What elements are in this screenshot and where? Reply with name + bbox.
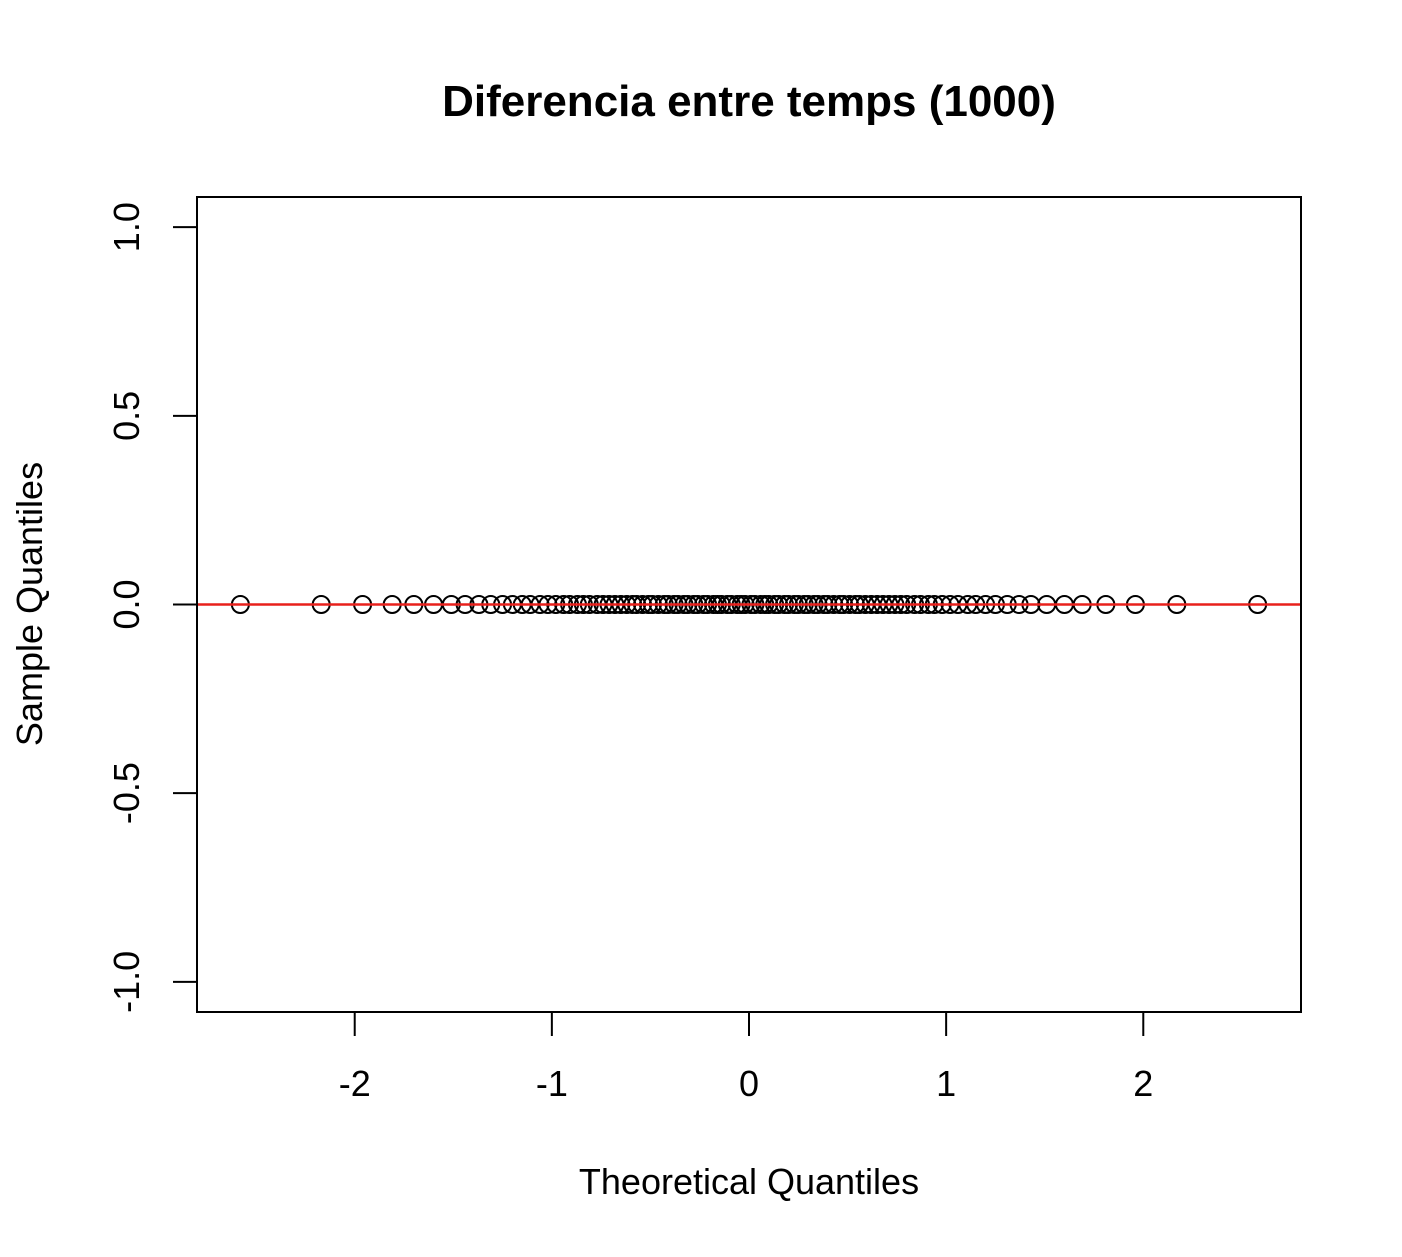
- y-tick-label: 0.0: [106, 579, 147, 629]
- y-axis: -1.0 -0.5 0.0 0.5 1.0: [106, 202, 198, 1013]
- y-axis-label: Sample Quantiles: [9, 462, 50, 746]
- chart-title: Diferencia entre temps (1000): [442, 77, 1056, 126]
- x-tick-label: 0: [739, 1063, 759, 1104]
- y-tick-label: -0.5: [106, 762, 147, 824]
- y-tick-label: 1.0: [106, 202, 147, 252]
- x-tick-label: -1: [536, 1063, 568, 1104]
- x-axis: -2 -1 0 1 2: [339, 1011, 1153, 1104]
- y-tick-label: 0.5: [106, 391, 147, 441]
- x-tick-label: -2: [339, 1063, 371, 1104]
- x-axis-label: Theoretical Quantiles: [579, 1161, 919, 1202]
- x-tick-label: 1: [936, 1063, 956, 1104]
- y-tick-label: -1.0: [106, 951, 147, 1013]
- x-tick-label: 2: [1133, 1063, 1153, 1104]
